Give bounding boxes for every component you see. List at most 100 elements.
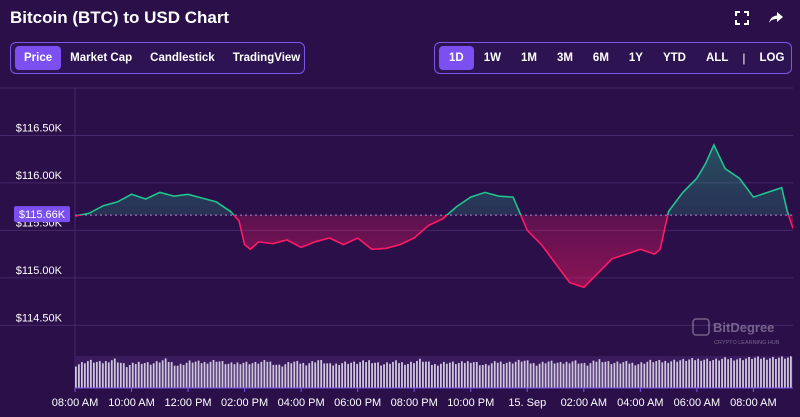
volume-bar — [329, 363, 332, 388]
range-3m[interactable]: 3M — [556, 52, 573, 64]
volume-bar — [380, 365, 382, 388]
volume-bar — [661, 362, 664, 388]
volume-bar — [122, 363, 125, 388]
volume-bar — [128, 365, 131, 388]
price-line-up[interactable] — [75, 142, 793, 287]
area-below-baseline — [75, 215, 793, 288]
volume-bar — [266, 361, 269, 388]
volume-bar — [233, 364, 236, 388]
volume-bar — [383, 364, 385, 388]
x-tick-label: 10:00 AM — [108, 397, 154, 409]
volume-bar — [715, 358, 718, 388]
volume-bar — [368, 360, 370, 388]
fullscreen-icon[interactable] — [734, 10, 750, 26]
volume-bar — [688, 359, 691, 388]
volume-bar — [520, 361, 523, 388]
volume-bar — [158, 362, 161, 388]
fullscreen-icon-glyph — [735, 11, 749, 25]
volume-bar — [170, 362, 173, 388]
baseline-badge-label: $115.66K — [19, 209, 66, 221]
volume-bar — [784, 358, 786, 388]
volume-bar — [676, 361, 679, 388]
volume-bar — [296, 360, 299, 388]
range-6m[interactable]: 6M — [592, 52, 609, 64]
tab-price[interactable]: Price — [15, 46, 62, 70]
volume-bar — [278, 364, 281, 388]
time-range-tabs: 1D 1W 1M 3M 6M 1Y YTD ALL | LOG — [434, 42, 792, 74]
volume-bar — [577, 363, 580, 388]
volume-bar — [167, 362, 170, 388]
volume-bar — [559, 361, 562, 388]
volume-bar — [356, 363, 359, 388]
bitdegree-watermark: BitDegree CRYPTO LEARNING HUB — [692, 318, 780, 346]
range-ytd[interactable]: YTD — [662, 52, 686, 64]
volume-bar — [769, 358, 771, 388]
volume-bar — [544, 363, 547, 388]
y-tick-label: $115.00K — [16, 265, 63, 277]
volume-bar — [703, 359, 706, 388]
volume-bar — [197, 360, 200, 388]
price-chart[interactable]: $114.50K$115.00K$115.50K$116.00K$116.50K… — [0, 86, 800, 417]
volume-bar — [778, 357, 780, 388]
volume-bar — [718, 360, 720, 388]
volume-bar — [77, 364, 80, 388]
volume-bar — [457, 363, 460, 388]
volume-bar — [269, 361, 272, 388]
volume-bar — [640, 362, 643, 388]
volume-bar — [215, 361, 218, 388]
volume-bar — [134, 364, 137, 388]
volume-bar — [260, 361, 263, 388]
volume-bar — [505, 362, 508, 388]
volume-bar — [152, 363, 155, 388]
range-1w[interactable]: 1W — [483, 52, 501, 64]
volume-bar — [502, 364, 505, 388]
bitdegree-logo-icon — [692, 318, 710, 336]
volume-bar — [727, 359, 729, 388]
volume-bar — [140, 363, 143, 388]
volume-bar — [598, 359, 601, 388]
volume-bar — [562, 363, 565, 388]
x-tick-label: 04:00 PM — [278, 397, 325, 409]
volume-bar — [757, 356, 759, 388]
volume-bar — [386, 362, 388, 388]
volume-bar — [143, 363, 146, 388]
volume-bar — [484, 363, 487, 388]
volume-bar — [547, 361, 550, 388]
volume-bar — [353, 361, 356, 388]
share-icon[interactable] — [768, 10, 784, 26]
volume-bar — [281, 366, 284, 388]
volume-bar — [529, 363, 532, 388]
range-1y[interactable]: 1Y — [628, 52, 643, 64]
volume-bar — [110, 360, 113, 388]
volume-bar — [682, 358, 685, 388]
x-tick-label: 04:00 AM — [617, 397, 663, 409]
range-all[interactable]: ALL — [705, 52, 729, 64]
volume-bar — [760, 358, 762, 388]
volume-bar — [493, 361, 496, 388]
volume-bar — [371, 363, 373, 388]
range-1d[interactable]: 1D — [439, 46, 474, 70]
volume-bar — [481, 365, 484, 388]
volume-bar — [526, 360, 529, 388]
volume-bar — [583, 362, 586, 388]
volume-bar — [164, 358, 167, 388]
volume-bar — [733, 360, 735, 388]
volume-bar — [419, 358, 421, 388]
volume-bar — [203, 361, 206, 388]
volume-bar — [182, 365, 185, 388]
tab-tradingview[interactable]: TradingView — [232, 52, 301, 64]
volume-bar — [206, 363, 209, 388]
volume-bar — [350, 362, 353, 388]
range-1m[interactable]: 1M — [520, 52, 537, 64]
volume-bar — [742, 360, 744, 388]
volume-bar — [514, 361, 517, 388]
volume-bar — [634, 365, 637, 388]
volume-bar — [116, 362, 119, 388]
tab-candlestick[interactable]: Candlestick — [150, 52, 215, 64]
volume-bar — [541, 361, 544, 388]
tab-market-cap[interactable]: Market Cap — [70, 52, 133, 64]
price-line-down[interactable] — [75, 145, 793, 289]
page-title: Bitcoin (BTC) to USD Chart — [10, 8, 230, 27]
volume-bar — [721, 358, 723, 388]
log-toggle[interactable]: LOG — [759, 52, 785, 64]
